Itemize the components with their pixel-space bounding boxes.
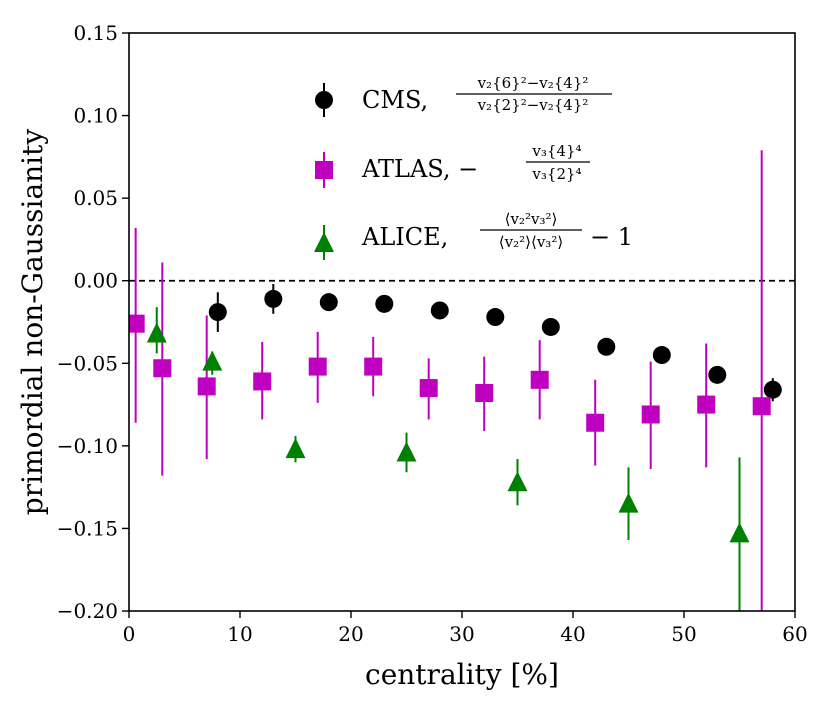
legend-cms-numerator: v₂{6}²−v₂{4}² [477, 74, 589, 92]
legend-alice-marker [314, 232, 334, 252]
atlas-point [697, 395, 716, 414]
x-tick-label: 40 [560, 622, 585, 646]
y-tick-label: −0.10 [57, 434, 118, 458]
y-tick-label: −0.20 [57, 599, 118, 623]
atlas-point [586, 413, 605, 432]
alice-point [146, 322, 167, 343]
ticks-layer: 0 10 20 30 40 50 60 −0.20 −0.15 −0.10 −0.05 0.00 0.0… [57, 21, 808, 646]
y-tick-label: −0.05 [57, 351, 118, 375]
legend-alice-denominator: ⟨v₂²⟩⟨v₃²⟩ [499, 233, 563, 251]
legend-atlas-denominator: v₃{2}⁴ [531, 165, 581, 183]
atlas-point [129, 314, 145, 333]
atlas-point [253, 372, 272, 391]
legend-atlas-marker [315, 161, 333, 179]
legend-alice-numerator: ⟨v₂²v₃²⟩ [505, 210, 558, 228]
alice-point [202, 350, 223, 371]
x-tick-label: 50 [671, 622, 696, 646]
y-tick-label: 0.05 [73, 186, 118, 210]
atlas-point [475, 384, 494, 403]
cms-point [264, 289, 283, 308]
x-tick-label: 20 [338, 622, 363, 646]
y-tick-label: 0.15 [73, 21, 118, 45]
cms-point [597, 337, 616, 356]
atlas-point [641, 405, 660, 424]
legend-entry-cms: CMS, v₂{6}²−v₂{4}² v₂{2}²−v₂{4}² [315, 74, 612, 117]
x-tick-label: 0 [123, 622, 136, 646]
plot-layer [129, 150, 795, 611]
x-tick-label: 60 [782, 622, 807, 646]
y-tick-label: 0.00 [73, 269, 118, 293]
atlas-point [153, 359, 172, 378]
cms-point [652, 346, 671, 365]
alice-point [618, 492, 639, 513]
x-tick-label: 30 [449, 622, 474, 646]
atlas-point [530, 370, 549, 389]
legend-atlas-numerator: v₃{4}⁴ [531, 142, 581, 160]
atlas-point [364, 357, 383, 376]
atlas-point [752, 397, 771, 416]
alice-point [285, 438, 306, 459]
legend-cms-marker [315, 91, 333, 109]
legend-alice-suffix: − 1 [590, 223, 633, 251]
alice-point [729, 522, 750, 543]
cms-point [208, 303, 227, 322]
cms-point [430, 301, 449, 320]
cms-point [319, 293, 338, 312]
cms-point [708, 365, 727, 384]
legend-cms-denominator: v₂{2}²−v₂{4}² [477, 96, 589, 114]
cms-point [763, 380, 782, 399]
y-axis-title: primordial non-Gaussianity [16, 129, 49, 516]
cms-point [486, 308, 505, 327]
atlas-point [308, 357, 327, 376]
x-tick-label: 10 [227, 622, 252, 646]
cms-point [541, 317, 560, 336]
alice-point [396, 441, 417, 462]
y-tick-label: −0.15 [57, 516, 118, 540]
legend: CMS, v₂{6}²−v₂{4}² v₂{2}²−v₂{4}² ATLAS, … [314, 74, 633, 260]
alice-point [507, 471, 528, 492]
atlas-point [419, 379, 438, 398]
legend-alice-label: ALICE, [361, 223, 448, 251]
plot-frame [128, 32, 796, 612]
y-tick-label: 0.10 [73, 104, 118, 128]
legend-entry-alice: ALICE, ⟨v₂²v₃²⟩ ⟨v₂²⟩⟨v₃²⟩ − 1 [314, 210, 633, 260]
atlas-point [197, 377, 216, 396]
legend-entry-atlas: ATLAS, − v₃{4}⁴ v₃{2}⁴ [315, 142, 590, 188]
legend-cms-label: CMS, [362, 86, 428, 114]
legend-atlas-label: ATLAS, − [361, 155, 478, 183]
cms-point [375, 294, 394, 313]
x-axis-title: centrality [%] [365, 658, 559, 691]
